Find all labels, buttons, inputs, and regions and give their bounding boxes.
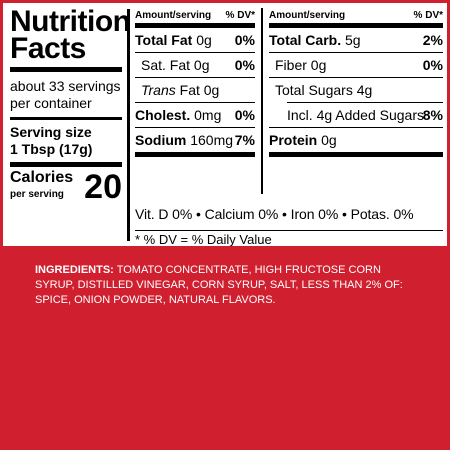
header-dv: % DV* [413,10,443,21]
vitamins-minerals: Vit. D 0% • Calcium 0% • Iron 0% • Potas… [135,206,414,222]
ingredients-text: TOMATO CONCENTRATE, HIGH FRUCTOSE CORN S… [35,264,403,306]
nutrient-amount: 0g [321,132,337,148]
divider [10,162,122,167]
calories-row: Calories per serving 20 [10,167,122,211]
header-amount: Amount/serving [135,10,212,21]
nutrient-name: Protein [269,132,318,148]
title-line-2: Facts [10,32,86,65]
nutrition-facts-title: Nutrition Facts [10,5,131,65]
nutrient-column-left: Amount/serving % DV* Total Fat 0g 0% Sat… [135,8,255,157]
nutrient-amount: 0mg [194,107,222,123]
nutrient-dv: 8% [422,107,443,123]
nutrient-amount: 0g [193,57,210,73]
divider [269,127,443,128]
servings-line-2: per container [10,95,92,111]
divider [10,117,122,120]
calories-value: 20 [84,168,122,206]
serving-size-label: Serving size [10,124,92,140]
nutrient-amount: 0g [196,32,212,48]
nutrition-facts-panel: Nutrition Facts about 33 servings per co… [3,3,447,246]
nutrient-amount: 0g [310,57,327,73]
ingredients-label: INGREDIENTS: [35,264,114,276]
nutrient-row-total-sugars: Total Sugars 4g [269,78,443,102]
nutrient-dv: 0% [234,57,255,73]
nutrient-amount: 4g [356,82,373,98]
nutrient-name: Cholest. [135,107,191,123]
ingredients-list: INGREDIENTS: TOMATO CONCENTRATE, HIGH FR… [35,263,415,308]
daily-value-footnote: * % DV = % Daily Value [135,232,272,246]
servings-line-1: about 33 servings [10,78,121,94]
nutrient-name: Total Fat [135,32,193,48]
divider [269,152,443,157]
column-header: Amount/serving % DV* [135,8,255,23]
nutrient-amount: Fat 0g [179,82,220,98]
header-amount: Amount/serving [269,10,346,21]
nutrient-row-protein: Protein 0g [269,128,443,152]
nutrient-name: Total Carb. [269,32,342,48]
divider [135,23,255,28]
divider [287,102,443,103]
nutrient-row-total-fat: Total Fat 0g 0% [135,28,255,52]
divider [269,23,443,28]
divider [269,77,443,78]
divider [269,52,443,53]
nutrient-dv: 0% [422,57,443,73]
serving-size-value: 1 Tbsp (17g) [10,141,93,157]
divider [135,152,255,157]
nutrient-row-total-carb: Total Carb. 5g 2% [269,28,443,52]
vertical-divider [127,9,130,241]
nutrient-row-sodium: Sodium 160mg 7% [135,128,255,152]
title-line-1: Nutrition [10,5,131,38]
column-divider [261,8,263,194]
nutrient-row-cholesterol: Cholest. 0mg 0% [135,103,255,127]
nutrient-row-sat-fat: Sat. Fat 0g 0% [135,53,255,77]
nutrient-row-fiber: Fiber 0g 0% [269,53,443,77]
nutrient-name: Incl. 4g Added Sugars [287,107,424,123]
nutrient-row-added-sugars: Incl. 4g Added Sugars 8% [269,103,443,127]
nutrient-row-trans-fat: Trans Fat 0g [135,78,255,102]
nutrient-dv: 0% [234,107,255,123]
calories-sub: per serving [10,189,64,200]
divider [135,230,443,231]
divider [10,67,122,72]
nutrient-amount: 5g [344,32,361,48]
column-header: Amount/serving % DV* [269,8,443,23]
divider [135,52,255,53]
nutrient-name: Sat. Fat [141,57,191,73]
nutrient-name: Fiber [275,57,307,73]
nutrient-amount: 160mg [190,132,234,148]
calories-label: Calories [10,169,74,186]
nutrient-name: Trans [141,82,176,98]
nutrient-dv: 7% [234,132,255,148]
nutrient-dv: 2% [422,32,443,48]
nutrition-summary: Nutrition Facts about 33 servings per co… [10,5,131,240]
nutrient-name: Total Sugars [275,82,353,98]
nutrient-name: Sodium [135,132,187,148]
divider [135,127,255,128]
nutrient-column-right: Amount/serving % DV* Total Carb. 5g 2% F… [269,8,443,157]
divider [135,102,255,103]
divider [135,77,255,78]
header-dv: % DV* [225,10,255,21]
serving-size: Serving size 1 Tbsp (17g) [10,124,122,158]
nutrient-table: Amount/serving % DV* Total Fat 0g 0% Sat… [135,8,443,246]
nutrient-dv: 0% [234,32,255,48]
servings-per-container: about 33 servings per container [10,78,122,112]
